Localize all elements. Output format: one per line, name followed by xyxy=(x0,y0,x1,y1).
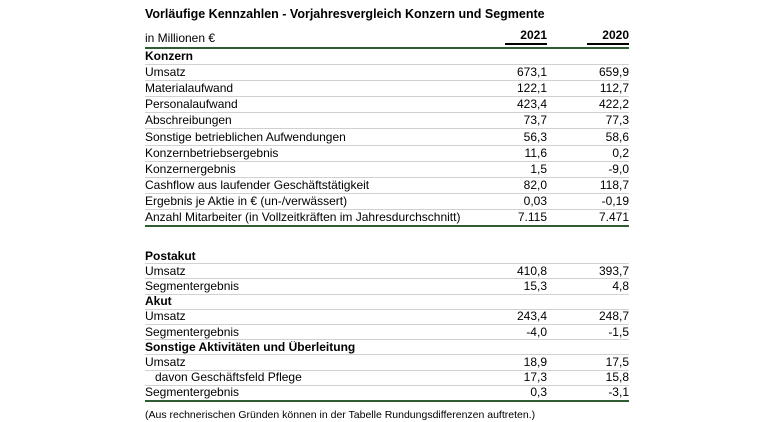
value-2020: 7.471 xyxy=(598,209,629,224)
value-2021: 15,3 xyxy=(523,279,547,293)
table-row: Umsatz 18,9 17,5 xyxy=(145,354,629,371)
table-row: Konzernergebnis 1,5 -9,0 xyxy=(145,162,629,178)
value-2020: 58,6 xyxy=(605,129,629,144)
value-2021: 0,03 xyxy=(523,193,547,208)
value-2021: 243,4 xyxy=(516,309,547,324)
table-row: Materialaufwand 122,1 112,7 xyxy=(145,81,629,98)
value-2020: -9,0 xyxy=(608,161,629,176)
row-label: Personalaufwand xyxy=(145,98,238,112)
value-2021: 673,1 xyxy=(516,65,547,80)
section-row: Konzern xyxy=(145,49,629,66)
row-label: Segmentergebnis xyxy=(145,386,240,400)
value-2021: -4,0 xyxy=(526,324,547,339)
table-row: Umsatz 243,4 248,7 xyxy=(145,310,629,325)
value-2021: 17,3 xyxy=(523,370,547,385)
table-header-row: in Millionen € 2021 2020 xyxy=(145,29,629,49)
value-2020: 17,5 xyxy=(605,354,629,369)
table-row: Anzahl Mitarbeiter (in Vollzeitkräften i… xyxy=(145,209,629,228)
unit-label: in Millionen € xyxy=(145,31,216,45)
row-label: Materialaufwand xyxy=(145,82,234,96)
value-2020: 118,7 xyxy=(599,177,629,192)
table-row: Umsatz 410,8 393,7 xyxy=(145,263,629,280)
value-2020: 15,8 xyxy=(605,370,629,385)
table-row: Abschreibungen 73,7 77,3 xyxy=(145,113,629,130)
table-row: Segmentergebnis 15,3 4,8 xyxy=(145,279,629,295)
row-label: Abschreibungen xyxy=(145,114,232,128)
block-spacer xyxy=(145,227,629,249)
row-label: Akut xyxy=(145,295,172,309)
value-2020: 0,2 xyxy=(612,145,629,160)
section-row: Sonstige Aktivitäten und Überleitung xyxy=(145,340,629,356)
value-2020: 659,9 xyxy=(598,65,629,80)
table-row: Konzernbetriebsergebnis 11,6 0,2 xyxy=(145,146,629,162)
rounding-footnote: (Aus rechnerischen Gründen können in der… xyxy=(145,408,536,421)
row-label: Sonstige betrieblichen Aufwendungen xyxy=(145,130,346,144)
value-2020: 112,7 xyxy=(599,81,629,96)
table-block: Konzern Umsatz 673,1 659,9 Materialaufwand 12… xyxy=(145,49,629,228)
table-row: Sonstige betrieblichen Aufwendungen 56,3 5… xyxy=(145,129,629,146)
value-2021: 1,5 xyxy=(530,161,547,176)
table-row: Personalaufwand 423,4 422,2 xyxy=(145,97,629,114)
year-2020-label: 2020 xyxy=(587,29,629,45)
row-label: Segmentergebnis xyxy=(145,280,240,293)
row-label: Segmentergebnis xyxy=(145,325,240,339)
row-label: Postakut xyxy=(145,249,196,263)
value-2020: 77,3 xyxy=(605,113,629,128)
kennzahlen-sheet: Vorläufige Kennzahlen - Vorjahresverglei… xyxy=(145,7,629,422)
row-label: Konzern xyxy=(145,50,193,64)
value-2021: 82,0 xyxy=(523,177,547,192)
row-label: Anzahl Mitarbeiter (in Vollzeitkräften i… xyxy=(145,210,461,224)
row-label: Ergebnis je Aktie in € (un-/verwässert) xyxy=(145,194,348,208)
page-title: Vorläufige Kennzahlen - Vorjahresverglei… xyxy=(145,7,545,21)
value-2021: 423,4 xyxy=(516,97,547,112)
section-row: Postakut xyxy=(145,249,629,265)
value-2020: 4,8 xyxy=(612,279,629,293)
table-row: Segmentergebnis 0,3 -3,1 xyxy=(145,386,629,402)
row-label: Umsatz xyxy=(145,355,186,369)
row-label: Umsatz xyxy=(145,66,186,80)
value-2020: -0,19 xyxy=(601,193,629,208)
table-row: Ergebnis je Aktie in € (un-/verwässert) 0… xyxy=(145,194,629,210)
value-2020: 422,2 xyxy=(598,97,629,112)
row-label: Umsatz xyxy=(145,310,186,324)
value-2021: 11,6 xyxy=(524,145,547,160)
value-2021: 73,7 xyxy=(523,113,547,128)
row-label: davon Geschäftsfeld Pflege xyxy=(155,371,302,385)
value-2021: 56,3 xyxy=(523,129,547,144)
column-header-2020: 2020 xyxy=(547,29,629,45)
column-header-2021: 2021 xyxy=(465,29,547,45)
table-row: Segmentergebnis -4,0 -1,5 xyxy=(145,324,629,341)
value-2021: 0,3 xyxy=(530,385,547,400)
value-2020: 248,7 xyxy=(598,309,629,324)
table-row: Umsatz 673,1 659,9 xyxy=(145,65,629,82)
value-2021: 18,9 xyxy=(523,354,547,369)
value-2020: -3,1 xyxy=(608,385,629,400)
value-2020: 393,7 xyxy=(598,263,629,278)
value-2021: 7.115 xyxy=(517,209,547,224)
row-label: Konzernergebnis xyxy=(145,162,236,176)
row-label: Konzernbetriebsergebnis xyxy=(145,146,279,160)
value-2021: 410,8 xyxy=(516,263,547,278)
row-label: Sonstige Aktivitäten und Überleitung xyxy=(145,340,356,354)
year-2021-label: 2021 xyxy=(505,29,547,45)
table-row: davon Geschäftsfeld Pflege 17,3 15,8 xyxy=(145,371,629,386)
kennzahlen-table: Konzern Umsatz 673,1 659,9 Materialaufwand 12… xyxy=(145,49,629,402)
value-2020: -1,5 xyxy=(608,324,629,339)
section-row: Akut xyxy=(145,295,629,310)
row-label: Cashflow aus laufender Geschäftstätigkei… xyxy=(145,178,370,192)
table-block: Postakut Umsatz 410,8 393,7 Segmentergebnis 1… xyxy=(145,249,629,402)
table-row: Cashflow aus laufender Geschäftstätigkei… xyxy=(145,178,629,194)
row-label: Umsatz xyxy=(145,264,186,278)
value-2021: 122,1 xyxy=(516,81,547,96)
